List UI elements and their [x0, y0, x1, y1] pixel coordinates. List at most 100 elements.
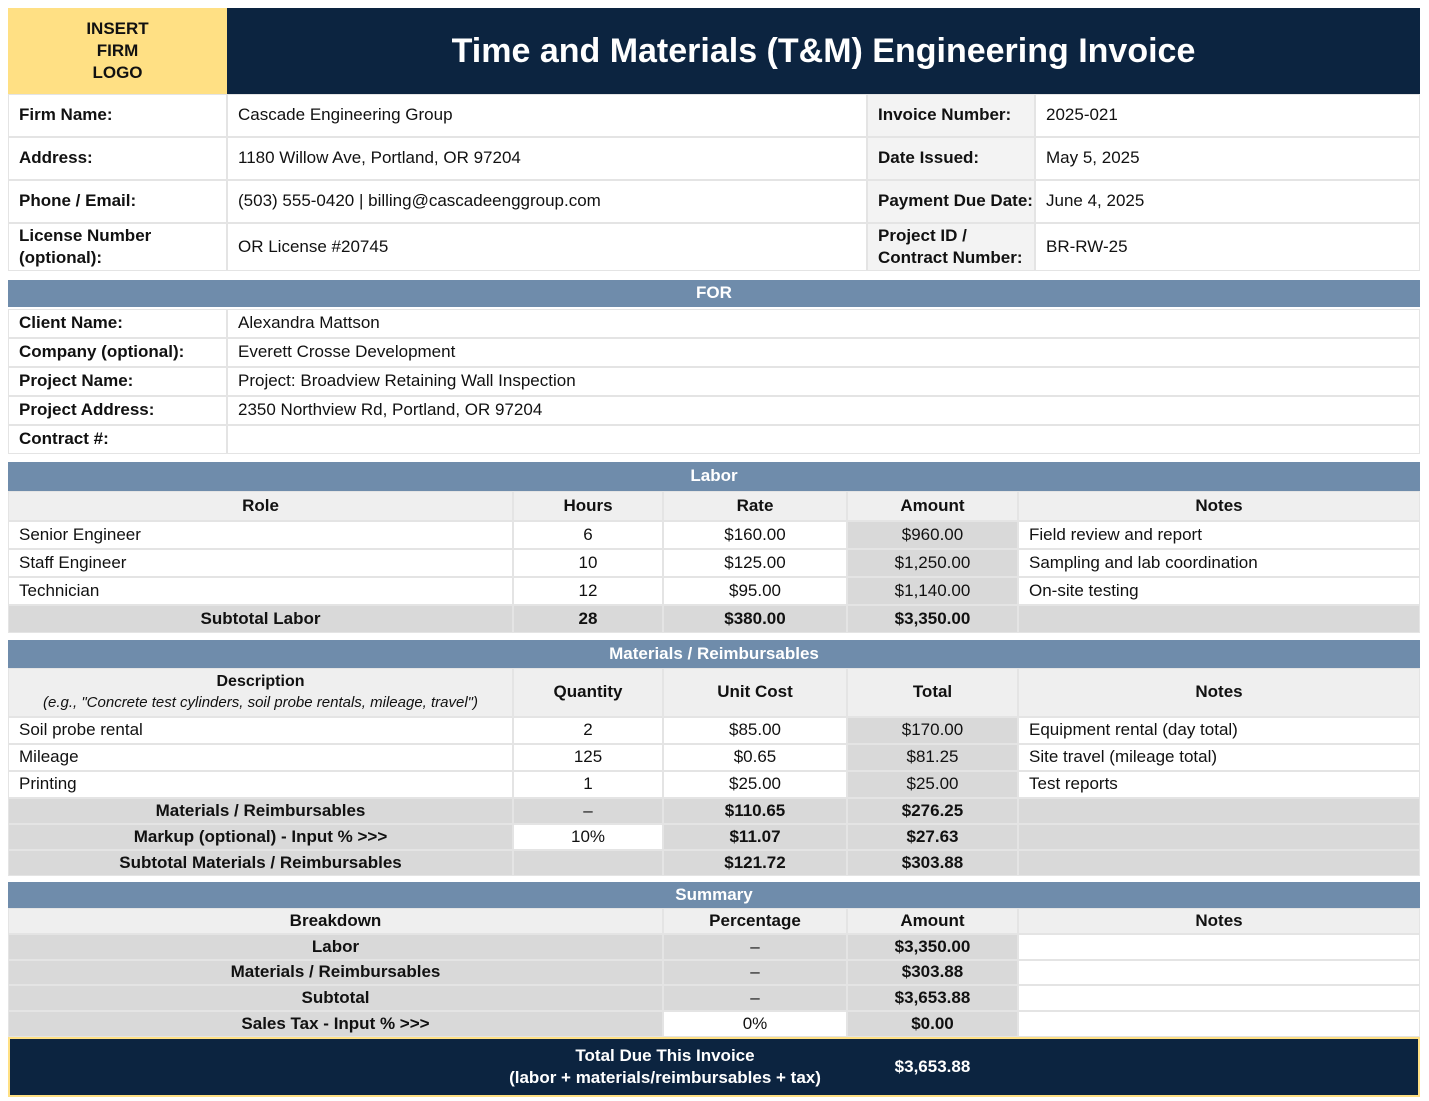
labor-cell: $160.00: [663, 521, 847, 549]
material-cell: $170.00: [847, 717, 1018, 744]
description-hint: (e.g., "Concrete test cylinders, soil pr…: [43, 694, 478, 712]
client-label: Company (optional):: [8, 338, 227, 367]
material-total-notes: [1018, 824, 1420, 850]
column-header: Total: [847, 668, 1018, 717]
labor-cell: 6: [513, 521, 663, 549]
section-bar: Labor: [8, 462, 1420, 491]
labor-cell: Staff Engineer: [8, 549, 513, 577]
column-header: Amount: [847, 491, 1018, 521]
labor-cell: $1,250.00: [847, 549, 1018, 577]
column-header: Rate: [663, 491, 847, 521]
material-total-unit-cost: $11.07: [663, 824, 847, 850]
column-header: Quantity: [513, 668, 663, 717]
total-bar: [8, 1037, 1420, 1097]
summary-percentage: –: [663, 934, 847, 960]
material-total-unit-cost: $110.65: [663, 798, 847, 824]
labor-cell: Sampling and lab coordination: [1018, 549, 1420, 577]
labor-cell: Senior Engineer: [8, 521, 513, 549]
summary-amount: $3,350.00: [847, 934, 1018, 960]
labor-cell: 12: [513, 577, 663, 605]
invoice-label: Invoice Number:: [867, 94, 1035, 137]
material-cell: Test reports: [1018, 771, 1420, 798]
labor-cell: Technician: [8, 577, 513, 605]
labor-cell: $125.00: [663, 549, 847, 577]
labor-cell: $1,140.00: [847, 577, 1018, 605]
invoice-label: Project ID / Contract Number:: [867, 223, 1035, 271]
material-total-label: Markup (optional) - Input % >>>: [8, 824, 513, 850]
client-value: Alexandra Mattson: [227, 309, 1420, 338]
summary-breakdown: Labor: [8, 934, 663, 960]
material-cell: $85.00: [663, 717, 847, 744]
material-cell: 1: [513, 771, 663, 798]
client-value: [227, 425, 1420, 454]
client-label: Contract #:: [8, 425, 227, 454]
firm-label: License Number (optional):: [8, 223, 227, 271]
summary-amount: $0.00: [847, 1011, 1018, 1037]
firm-value: 1180 Willow Ave, Portland, OR 97204: [227, 137, 867, 180]
description-header: Description: [216, 673, 305, 691]
summary-breakdown: Subtotal: [8, 985, 663, 1011]
column-header: Percentage: [663, 908, 847, 934]
material-cell: 125: [513, 744, 663, 771]
column-header: Description (e.g., "Concrete test cylinde…: [8, 668, 513, 717]
summary-breakdown: Sales Tax - Input % >>>: [8, 1011, 663, 1037]
column-header: Notes: [1018, 908, 1420, 934]
section-bar: Summary: [8, 882, 1420, 908]
material-cell: 2: [513, 717, 663, 744]
firm-label: Address:: [8, 137, 227, 180]
column-header: Unit Cost: [663, 668, 847, 717]
labor-subtotal: 28: [513, 605, 663, 633]
invoice-value: June 4, 2025: [1035, 180, 1420, 223]
material-total-total: $276.25: [847, 798, 1018, 824]
column-header: Amount: [847, 908, 1018, 934]
column-header: Notes: [1018, 668, 1420, 717]
summary-percentage: –: [663, 985, 847, 1011]
client-label: Project Address:: [8, 396, 227, 425]
material-cell: Printing: [8, 771, 513, 798]
material-total-label: Materials / Reimbursables: [8, 798, 513, 824]
summary-notes: [1018, 934, 1420, 960]
firm-value: Cascade Engineering Group: [227, 94, 867, 137]
labor-subtotal: Subtotal Labor: [8, 605, 513, 633]
summary-notes: [1018, 960, 1420, 985]
title: Time and Materials (T&M) Engineering Inv…: [227, 8, 1420, 94]
material-cell: Equipment rental (day total): [1018, 717, 1420, 744]
material-total-notes: [1018, 798, 1420, 824]
invoice-label: Payment Due Date:: [867, 180, 1035, 223]
column-header: Notes: [1018, 491, 1420, 521]
invoice-label: Date Issued:: [867, 137, 1035, 180]
summary-notes: [1018, 1011, 1420, 1037]
material-total-quantity: 10%: [513, 824, 663, 850]
material-total-total: $27.63: [847, 824, 1018, 850]
column-header: Breakdown: [8, 908, 663, 934]
material-cell: $81.25: [847, 744, 1018, 771]
invoice-value: May 5, 2025: [1035, 137, 1420, 180]
client-label: Client Name:: [8, 309, 227, 338]
summary-breakdown: Materials / Reimbursables: [8, 960, 663, 985]
material-cell: Mileage: [8, 744, 513, 771]
firm-value: (503) 555-0420 | billing@cascadeenggroup…: [227, 180, 867, 223]
labor-cell: $960.00: [847, 521, 1018, 549]
summary-percentage: –: [663, 960, 847, 985]
column-header: Hours: [513, 491, 663, 521]
logo: INSERT FIRM LOGO: [8, 8, 227, 94]
labor-cell: Field review and report: [1018, 521, 1420, 549]
summary-notes: [1018, 985, 1420, 1011]
labor-cell: On-site testing: [1018, 577, 1420, 605]
labor-cell: 10: [513, 549, 663, 577]
firm-label: Phone / Email:: [8, 180, 227, 223]
firm-value: OR License #20745: [227, 223, 867, 271]
material-cell: $25.00: [663, 771, 847, 798]
invoice-value: BR-RW-25: [1035, 223, 1420, 271]
summary-amount: $3,653.88: [847, 985, 1018, 1011]
material-total-quantity: –: [513, 798, 663, 824]
material-cell: Site travel (mileage total): [1018, 744, 1420, 771]
section-bar: FOR: [8, 280, 1420, 307]
labor-subtotal: $3,350.00: [847, 605, 1018, 633]
summary-amount: $303.88: [847, 960, 1018, 985]
labor-subtotal: $380.00: [663, 605, 847, 633]
client-value: Project: Broadview Retaining Wall Inspec…: [227, 367, 1420, 396]
material-total-total: $303.88: [847, 850, 1018, 876]
material-total-quantity: [513, 850, 663, 876]
